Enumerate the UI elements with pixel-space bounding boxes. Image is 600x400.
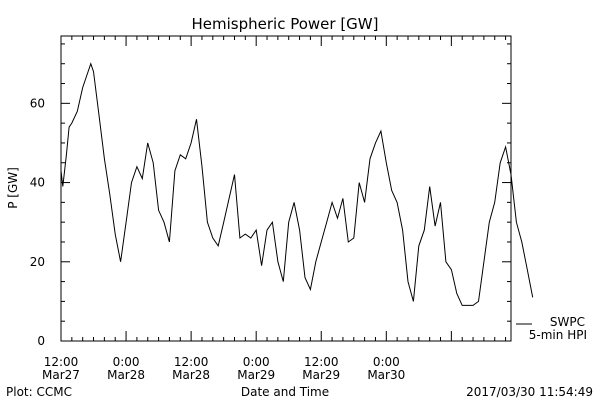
- y-tick-label: 20: [30, 255, 45, 269]
- y-tick-label: 40: [30, 176, 45, 190]
- y-tick-label: 60: [30, 96, 45, 110]
- y-axis-label: P [GW]: [6, 167, 20, 209]
- chart-title: Hemispheric Power [GW]: [192, 15, 379, 33]
- x-tick-label-time: 0:00: [373, 355, 400, 369]
- x-axis: 12:00Mar270:00Mar2812:00Mar280:00Mar2912…: [42, 36, 507, 382]
- x-tick-label-time: 0:00: [113, 355, 140, 369]
- legend: SWPC 5-min HPI: [516, 315, 587, 342]
- x-tick-label-date: Mar27: [42, 368, 80, 382]
- plot-frame: [60, 35, 512, 342]
- x-tick-label-date: Mar28: [172, 368, 210, 382]
- y-tick-label: 0: [37, 334, 45, 348]
- x-tick-label-time: 12:00: [174, 355, 209, 369]
- x-tick-label-time: 0:00: [243, 355, 270, 369]
- footer-plot-credit: Plot: CCMC: [6, 385, 72, 399]
- y-axis: 0 20 40 60: [30, 43, 511, 348]
- legend-source: SWPC: [550, 315, 585, 329]
- x-tick-label-date: Mar30: [367, 368, 405, 382]
- x-tick-label-time: 12:00: [304, 355, 339, 369]
- x-tick-label-date: Mar28: [107, 368, 145, 382]
- footer-timestamp: 2017/03/30 11:54:49: [466, 385, 593, 399]
- x-tick-label-time: 12:00: [44, 355, 79, 369]
- series-line-hpi: [60, 62, 534, 306]
- x-tick-label-date: Mar29: [237, 368, 275, 382]
- x-axis-label: Date and Time: [241, 385, 329, 399]
- x-tick-label-date: Mar29: [302, 368, 340, 382]
- legend-label: 5-min HPI: [529, 328, 587, 342]
